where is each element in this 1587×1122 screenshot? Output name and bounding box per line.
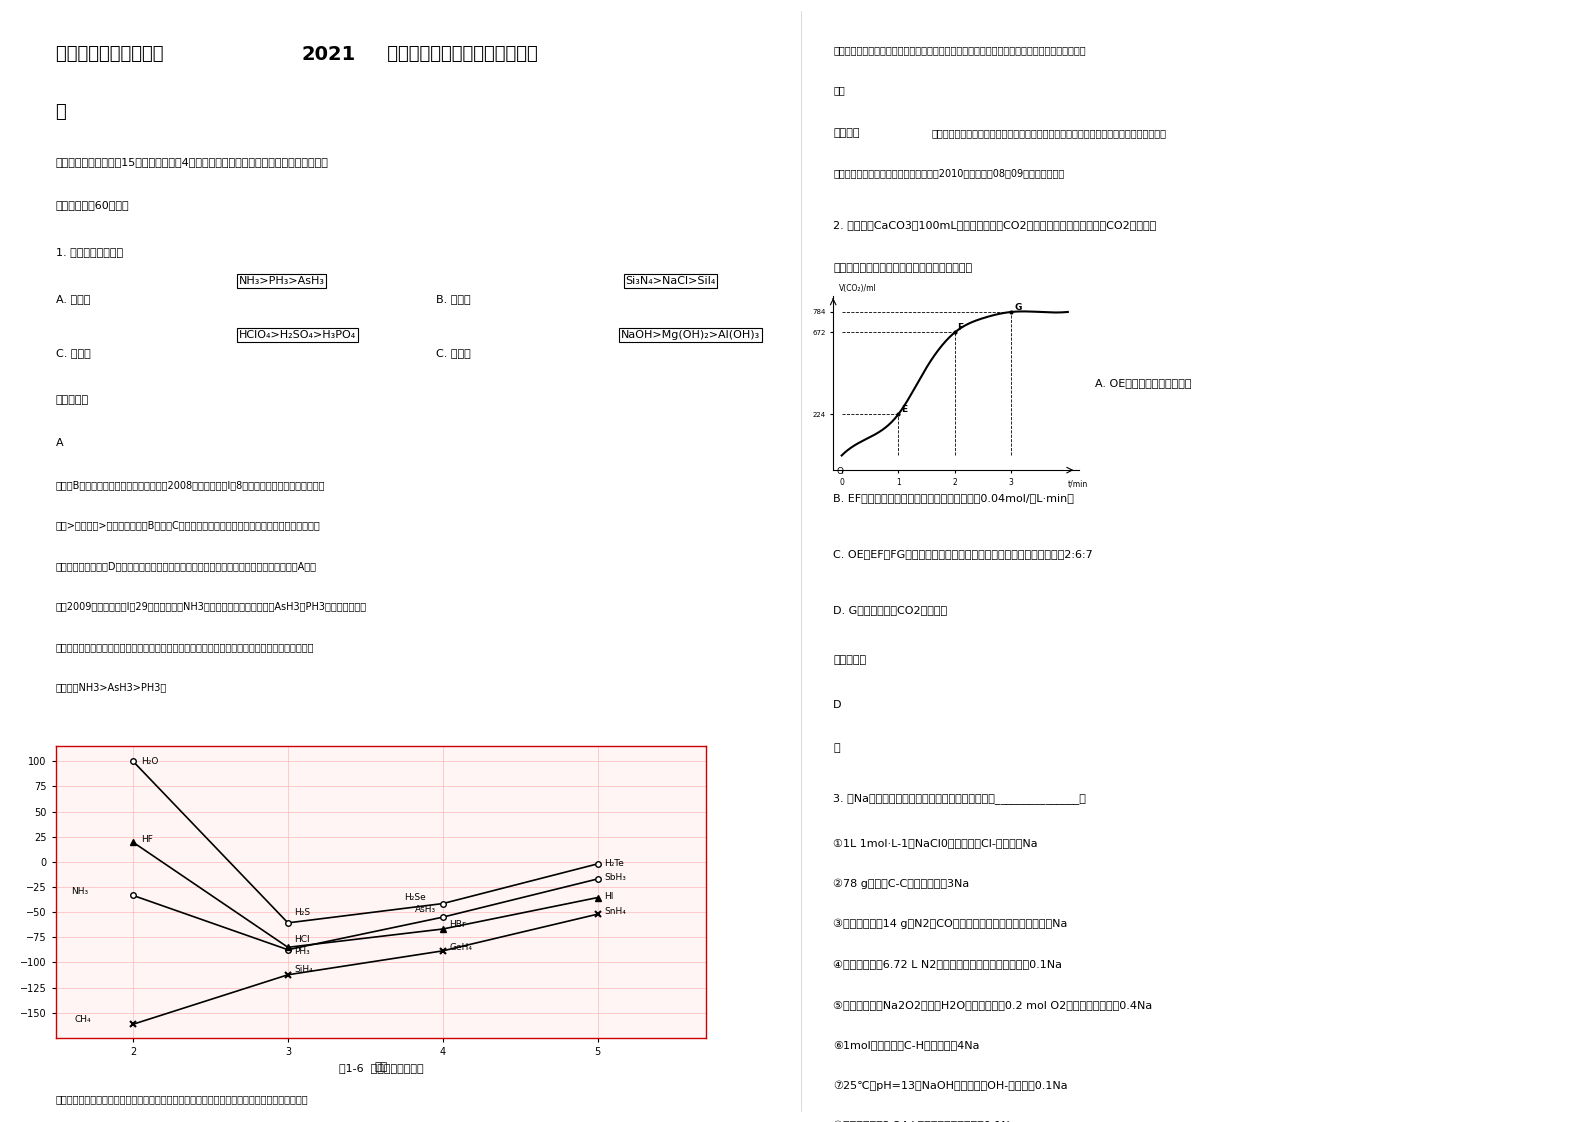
Text: 【命题意图】考查基本概念：如晶体熔沸点高低判断，氢键与范德华力对物质的物性的影响，金属: 【命题意图】考查基本概念：如晶体熔沸点高低判断，氢键与范德华力对物质的物性的影响… bbox=[56, 1094, 308, 1104]
Text: Si₃N₄>NaCl>SiI₄: Si₃N₄>NaCl>SiI₄ bbox=[625, 276, 716, 286]
Text: 3. 设Na为阿伏加德罗常数的值。下列说法正确的是_______________。: 3. 设Na为阿伏加德罗常数的值。下列说法正确的是_______________… bbox=[833, 793, 1086, 804]
Text: H₂Se: H₂Se bbox=[405, 893, 425, 902]
Text: 参考答案：: 参考答案： bbox=[833, 655, 867, 665]
Text: NH₃: NH₃ bbox=[71, 888, 89, 896]
Text: HCl: HCl bbox=[294, 936, 309, 945]
Text: ②78 g苯含有C-C双键的数目为3Na: ②78 g苯含有C-C双键的数目为3Na bbox=[833, 879, 970, 889]
Text: B. EF段，用盐酸表示该反应的平均反应速率为0.04mol/（L·min）: B. EF段，用盐酸表示该反应的平均反应速率为0.04mol/（L·min） bbox=[833, 493, 1074, 503]
Text: C. 酸性：: C. 酸性： bbox=[56, 348, 90, 358]
Text: ④标准状况下，6.72 L N2与水充分反应转移的电子数目为0.1Na: ④标准状况下，6.72 L N2与水充分反应转移的电子数目为0.1Na bbox=[833, 959, 1062, 969]
Text: H₂Te: H₂Te bbox=[605, 858, 624, 867]
Text: 水化物的酸性越强；D正确，一般元素金属性越强，对应最高价氧化物的水化物的碱性越强。A项错: 水化物的酸性越强；D正确，一般元素金属性越强，对应最高价氧化物的水化物的碱性越强… bbox=[56, 561, 316, 571]
Text: H₂S: H₂S bbox=[294, 908, 309, 917]
Text: G: G bbox=[1014, 303, 1022, 312]
Text: HBr: HBr bbox=[449, 920, 465, 929]
Text: ⑥1mol甲醇中含有C-H键的数目为4Na: ⑥1mol甲醇中含有C-H键的数目为4Na bbox=[833, 1040, 979, 1050]
Text: 1. 下列判断错误的是: 1. 下列判断错误的是 bbox=[56, 247, 122, 257]
Text: 晶体>离子晶体>分子晶体，所以B正确；C项正确，一般元素非金属性越强，对应最高价氧化物的: 晶体>离子晶体>分子晶体，所以B正确；C项正确，一般元素非金属性越强，对应最高价… bbox=[56, 521, 321, 531]
Text: V(CO₂)/ml: V(CO₂)/ml bbox=[840, 284, 876, 293]
Text: 2. 用纯净的CaCO3与100mL稀盐酸反应制取CO2，实验过程记录如图所示（CO2的体积已: 2. 用纯净的CaCO3与100mL稀盐酸反应制取CO2，实验过程记录如图所示（… bbox=[833, 220, 1157, 230]
Text: ③常温常压下，14 g由N2与CO组成的混合气体含有的原子数目为Na: ③常温常压下，14 g由N2与CO组成的混合气体含有的原子数目为Na bbox=[833, 919, 1068, 929]
Text: 图1-6  一些氢化物的沸点: 图1-6 一些氢化物的沸点 bbox=[338, 1063, 424, 1073]
Text: 解析：B考查不同类型晶体的熔沸点高低，2008年高考全国卷I第8题已经考过，一般认为是：原子: 解析：B考查不同类型晶体的熔沸点高低，2008年高考全国卷I第8题已经考过，一般… bbox=[56, 480, 325, 490]
Text: 性、非金属性的强弱判断方法具体应用，这些都是平时反复训练的，这道题目实属原题，属于送分: 性、非金属性的强弱判断方法具体应用，这些都是平时反复训练的，这道题目实属原题，属… bbox=[833, 45, 1086, 55]
Text: 题！: 题！ bbox=[833, 85, 844, 95]
Text: NH₃>PH₃>AsH₃: NH₃>PH₃>AsH₃ bbox=[238, 276, 325, 286]
Text: A. OE段表示的平均速率最快: A. OE段表示的平均速率最快 bbox=[1095, 378, 1192, 388]
X-axis label: 周期: 周期 bbox=[375, 1063, 387, 1073]
Text: 析: 析 bbox=[56, 103, 67, 121]
Text: AsH₃: AsH₃ bbox=[414, 905, 436, 914]
Text: 年高三化学下学期期末试卷含解: 年高三化学下学期期末试卷含解 bbox=[381, 45, 538, 63]
Text: PH₃: PH₃ bbox=[294, 947, 309, 956]
Text: 折算为标准状况下的体积）。下列分析正确的是: 折算为标准状况下的体积）。下列分析正确的是 bbox=[833, 263, 973, 273]
Text: NaOH>Mg(OH)₂>Al(OH)₃: NaOH>Mg(OH)₂>Al(OH)₃ bbox=[621, 330, 760, 340]
Text: 一、单选题（本大题共15个小题，每小题4分。在每小题给出的四个选项中，只有一项符合: 一、单选题（本大题共15个小题，每小题4分。在每小题给出的四个选项中，只有一项符… bbox=[56, 157, 329, 167]
Text: GeH₄: GeH₄ bbox=[449, 944, 471, 953]
Text: t/min: t/min bbox=[1068, 479, 1089, 488]
Text: ①1L 1mol·L-1的NaCl0溶液中含有Cl-的数目为Na: ①1L 1mol·L-1的NaCl0溶液中含有Cl-的数目为Na bbox=[833, 838, 1038, 848]
Text: D. G点表示收集的CO2的量最多: D. G点表示收集的CO2的量最多 bbox=[833, 605, 947, 615]
Text: 参考答案：: 参考答案： bbox=[56, 395, 89, 405]
Text: HI: HI bbox=[605, 892, 613, 901]
Text: HF: HF bbox=[141, 835, 152, 844]
Text: A. 沸点：: A. 沸点： bbox=[56, 294, 90, 304]
Text: CH₄: CH₄ bbox=[75, 1014, 90, 1023]
Text: ⑦25℃，pH=13的NaOH溶液中含有OH-的数目为0.1Na: ⑦25℃，pH=13的NaOH溶液中含有OH-的数目为0.1Na bbox=[833, 1080, 1068, 1091]
Text: ⑤常温常压下，Na2O2与足量H2O反应，共生成0.2 mol O2，转移电子数目为0.4Na: ⑤常温常压下，Na2O2与足量H2O反应，共生成0.2 mol O2，转移电子数… bbox=[833, 1000, 1152, 1010]
Text: A: A bbox=[56, 438, 63, 448]
Text: SiH₄: SiH₄ bbox=[294, 965, 313, 975]
Text: H₂O: H₂O bbox=[141, 757, 159, 766]
Text: SbH₃: SbH₃ bbox=[605, 873, 625, 882]
Text: 2021: 2021 bbox=[302, 45, 355, 64]
Text: 误，2009年高考全国卷I第29题已经考过，NH3分子间存在氢键，故最高，AsH3、PH3分子间不存在氢: 误，2009年高考全国卷I第29题已经考过，NH3分子间存在氢键，故最高，AsH… bbox=[56, 601, 367, 611]
Text: 【点评】: 【点评】 bbox=[833, 128, 860, 138]
Text: O: O bbox=[836, 467, 843, 476]
Text: 题目要求，共60分。）: 题目要求，共60分。） bbox=[56, 200, 129, 210]
Text: C. OE、EF、FG三段中，该反应用二氧化碳表示的平均反应速率之比为2:6:7: C. OE、EF、FG三段中，该反应用二氧化碳表示的平均反应速率之比为2:6:7 bbox=[833, 549, 1093, 559]
Text: D: D bbox=[833, 700, 841, 710]
Text: 应该为：NH3>AsH3>PH3；: 应该为：NH3>AsH3>PH3； bbox=[56, 682, 167, 692]
Text: 略: 略 bbox=[833, 743, 840, 753]
Text: F: F bbox=[957, 322, 963, 331]
Text: 江苏省徐州市卢套中学: 江苏省徐州市卢套中学 bbox=[56, 45, 170, 63]
Text: 等，不应该老局限于分子晶体，这样显得2010年高考题与08和09没有太大区别。: 等，不应该老局限于分子晶体，这样显得2010年高考题与08和09没有太大区别。 bbox=[833, 168, 1065, 178]
Text: E: E bbox=[901, 405, 908, 414]
Text: B. 熔点：: B. 熔点： bbox=[436, 294, 471, 304]
Text: HClO₄>H₂SO₄>H₃PO₄: HClO₄>H₂SO₄>H₃PO₄ bbox=[240, 330, 355, 340]
Text: SnH₄: SnH₄ bbox=[605, 907, 625, 917]
Text: C. 碱性：: C. 碱性： bbox=[436, 348, 471, 358]
Text: 其实还可以拓展：考同种类型晶体的熔沸点高低判断里面的如同为原子晶体或同为离子晶体: 其实还可以拓展：考同种类型晶体的熔沸点高低判断里面的如同为原子晶体或同为离子晶体 bbox=[932, 128, 1166, 138]
Text: 键，只有范德华力，组成和结构相似的分子相对分子质量越大，其分子间作用力越大，熔沸点越高故: 键，只有范德华力，组成和结构相似的分子相对分子质量越大，其分子间作用力越大，熔沸… bbox=[56, 642, 314, 652]
